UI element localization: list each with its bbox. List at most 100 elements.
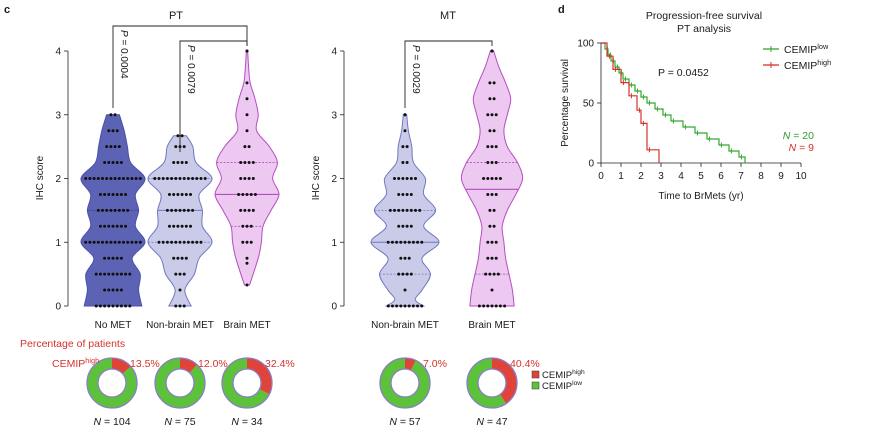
donut-percent-label: 12.0%: [198, 358, 228, 370]
pt-data-point: [172, 161, 176, 165]
pt-data-point: [94, 304, 98, 308]
pt-data-point: [157, 177, 161, 180]
pt-data-point: [174, 208, 178, 212]
mt-data-point: [492, 97, 496, 101]
mt-data-point: [403, 240, 407, 244]
donut-high-segment: [405, 358, 416, 371]
pt-data-point: [103, 256, 107, 260]
mt-violin-0: [370, 114, 440, 307]
pt-data-point: [109, 113, 113, 117]
mt-data-point: [486, 113, 490, 117]
pt-data-point: [174, 272, 178, 276]
pt-data-point: [174, 177, 178, 180]
pfs-p-value: P = 0.0452: [658, 67, 709, 79]
pt-data-point: [241, 240, 245, 244]
pt-data-point: [176, 192, 180, 196]
pt-data-point: [186, 240, 190, 244]
pt-data-point: [119, 272, 123, 276]
pt-data-point: [168, 224, 171, 228]
pt-data-point: [101, 177, 104, 180]
donut-charts: Percentage of patients 13.5% N = 104 12.0%…: [20, 338, 585, 428]
mt-data-point: [386, 304, 390, 308]
pt-data-point: [174, 304, 178, 308]
pt-data-point: [247, 145, 251, 149]
pt-data-point: [191, 177, 195, 180]
pt-y-tick-label: 1: [55, 238, 61, 249]
mt-data-point: [488, 208, 492, 212]
mt-data-point: [482, 304, 486, 308]
pt-data-point: [117, 177, 121, 180]
pt-data-point: [251, 208, 255, 212]
pt-data-point: [111, 288, 115, 292]
pt-data-point: [117, 208, 121, 212]
mt-data-point: [403, 256, 407, 260]
pt-data-point: [119, 288, 123, 292]
mt-data-point: [416, 304, 420, 308]
pt-data-point: [111, 272, 115, 276]
pfs-x-tick-label: 0: [598, 171, 604, 182]
pfs-legend-label: CEMIPlow: [784, 42, 829, 56]
pt-data-point: [119, 304, 123, 308]
pt-data-point: [134, 177, 138, 180]
mt-data-point: [401, 177, 405, 180]
mt-data-point: [397, 272, 401, 276]
donut-n-label: N = 34: [231, 416, 262, 428]
pt-y-tick-label: 4: [55, 47, 61, 58]
mt-data-point: [409, 192, 413, 196]
pt-data-point: [168, 192, 171, 196]
pt-data-point: [184, 161, 188, 165]
pt-violin-1: [147, 135, 213, 307]
pt-data-point: [119, 161, 123, 165]
mt-data-point: [494, 256, 498, 260]
pt-data-point: [92, 240, 96, 244]
mt-data-point: [393, 177, 396, 180]
pt-data-point: [182, 272, 186, 276]
pt-ylabel: IHC score: [35, 155, 46, 200]
mt-data-point: [418, 208, 422, 212]
mt-data-point: [494, 161, 498, 165]
pt-category-label: Brain MET: [223, 320, 270, 331]
pt-data-point: [107, 129, 111, 133]
pt-data-point: [103, 161, 107, 165]
mt-data-point: [486, 256, 490, 260]
pt-data-point: [126, 177, 130, 180]
mt-data-point: [407, 304, 411, 308]
mt-data-point: [488, 97, 492, 101]
mt-data-point: [503, 304, 507, 308]
donut-n-label: N = 47: [476, 416, 507, 428]
pt-data-point: [195, 240, 199, 244]
pt-title: PT: [169, 10, 183, 22]
pt-data-point: [249, 224, 253, 228]
pt-data-point: [174, 145, 178, 149]
mt-data-point: [486, 161, 490, 165]
mt-data-point: [401, 192, 405, 196]
mt-data-point: [397, 208, 401, 212]
mt-data-point: [490, 192, 494, 196]
pt-data-point: [241, 224, 245, 228]
mt-data-point: [405, 224, 409, 228]
pt-data-point: [107, 224, 111, 228]
donut-outer-ring: [466, 357, 518, 409]
pt-data-point: [84, 240, 88, 244]
pfs-x-tick-label: 4: [678, 171, 684, 182]
pt-data-point: [184, 224, 188, 228]
pt-data-point: [199, 240, 203, 244]
mt-data-point: [486, 145, 490, 149]
mt-data-point: [494, 304, 498, 308]
pt-data-point: [103, 288, 107, 292]
pt-data-point: [182, 145, 186, 149]
mt-data-point: [401, 272, 405, 276]
pt-data-point: [107, 192, 111, 196]
mt-data-point: [420, 240, 424, 244]
pt-data-point: [119, 192, 123, 196]
pt-category-label: No MET: [95, 320, 132, 331]
donut-n-label: N = 57: [389, 416, 420, 428]
pt-data-point: [88, 240, 92, 244]
pt-data-point: [176, 134, 180, 138]
pt-data-point: [249, 192, 253, 196]
mt-data-point: [397, 192, 401, 196]
pt-violin-chart: PT IHC score 0 1 2 3 4 No MET Non-brain MET Bra…: [35, 10, 280, 331]
mt-data-point: [494, 113, 498, 117]
pt-data-point: [189, 224, 192, 228]
